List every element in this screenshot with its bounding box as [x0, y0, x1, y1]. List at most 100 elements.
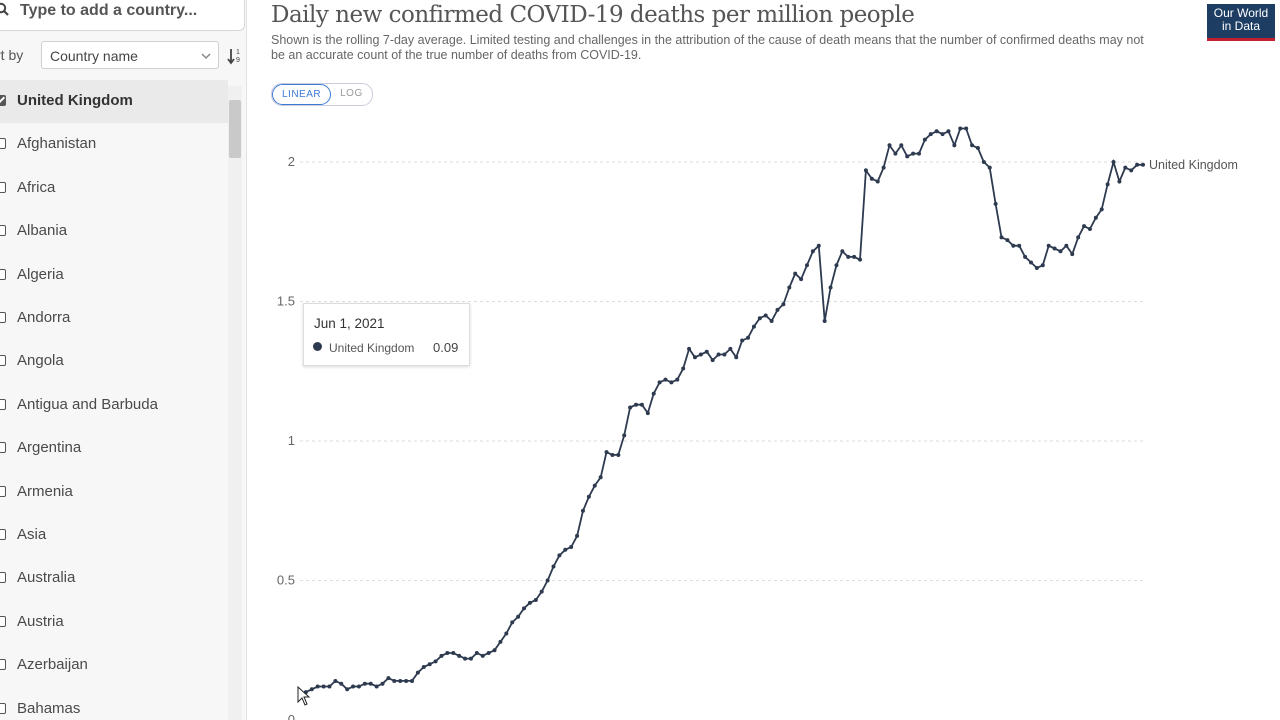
- data-point[interactable]: [1111, 160, 1116, 164]
- data-point[interactable]: [610, 452, 615, 457]
- data-point[interactable]: [710, 358, 715, 363]
- data-point[interactable]: [592, 483, 597, 488]
- data-point[interactable]: [728, 346, 733, 351]
- data-point[interactable]: [757, 316, 762, 321]
- data-point[interactable]: [345, 687, 350, 692]
- data-point[interactable]: [934, 129, 939, 134]
- data-point[interactable]: [751, 324, 756, 329]
- data-point[interactable]: [451, 651, 456, 656]
- data-point[interactable]: [675, 377, 680, 382]
- country-item[interactable]: Asia: [0, 514, 228, 557]
- data-point[interactable]: [645, 411, 650, 416]
- data-point[interactable]: [681, 366, 686, 371]
- data-point[interactable]: [799, 277, 804, 282]
- scrollbar-track[interactable]: [228, 86, 242, 720]
- data-point[interactable]: [1129, 168, 1134, 173]
- country-checkbox[interactable]: [0, 312, 6, 323]
- data-point[interactable]: [940, 132, 945, 137]
- data-point[interactable]: [981, 160, 986, 164]
- country-item[interactable]: Andorra: [0, 297, 228, 340]
- data-point[interactable]: [1064, 243, 1069, 248]
- data-point[interactable]: [846, 254, 851, 259]
- data-point[interactable]: [1141, 162, 1145, 167]
- data-point[interactable]: [964, 126, 969, 131]
- country-checkbox[interactable]: [0, 95, 6, 106]
- data-point[interactable]: [445, 651, 450, 656]
- data-point[interactable]: [1052, 246, 1057, 251]
- data-point[interactable]: [905, 154, 910, 159]
- country-item[interactable]: Bahamas: [0, 688, 228, 720]
- data-point[interactable]: [486, 651, 491, 656]
- data-point[interactable]: [468, 656, 473, 661]
- data-point[interactable]: [392, 678, 397, 683]
- country-checkbox[interactable]: [0, 181, 6, 193]
- data-point[interactable]: [804, 263, 809, 268]
- data-point[interactable]: [657, 380, 662, 385]
- country-checkbox[interactable]: [0, 659, 6, 671]
- data-point[interactable]: [504, 631, 509, 636]
- linear-scale-button[interactable]: LINEAR: [272, 84, 332, 105]
- data-point[interactable]: [834, 263, 839, 268]
- data-point[interactable]: [327, 684, 332, 689]
- country-item[interactable]: Australia: [0, 557, 228, 600]
- country-item[interactable]: Afghanistan: [0, 123, 228, 166]
- country-checkbox[interactable]: [0, 355, 6, 367]
- data-point[interactable]: [457, 653, 462, 658]
- data-point[interactable]: [946, 129, 951, 134]
- data-point[interactable]: [622, 433, 627, 438]
- data-point[interactable]: [769, 319, 774, 324]
- data-point[interactable]: [1017, 243, 1022, 248]
- data-point[interactable]: [604, 450, 609, 455]
- data-point[interactable]: [922, 137, 927, 142]
- data-point[interactable]: [1058, 249, 1063, 254]
- data-point[interactable]: [321, 684, 326, 689]
- country-checkbox[interactable]: [0, 268, 6, 280]
- data-point[interactable]: [1082, 224, 1087, 229]
- data-point[interactable]: [404, 678, 409, 683]
- data-point[interactable]: [869, 176, 874, 181]
- data-point[interactable]: [810, 249, 815, 254]
- data-point[interactable]: [722, 352, 727, 357]
- country-item[interactable]: Azerbaijan: [0, 644, 228, 687]
- data-point[interactable]: [716, 352, 721, 357]
- data-point[interactable]: [863, 168, 868, 173]
- country-checkbox[interactable]: [0, 615, 6, 627]
- data-point[interactable]: [539, 589, 544, 594]
- country-item[interactable]: Angola: [0, 340, 228, 383]
- country-item[interactable]: Antigua and Barbuda: [0, 384, 228, 427]
- data-point[interactable]: [1070, 252, 1075, 257]
- data-point[interactable]: [1023, 254, 1028, 259]
- data-point[interactable]: [492, 648, 497, 653]
- data-point[interactable]: [545, 578, 550, 583]
- data-point[interactable]: [816, 243, 821, 248]
- data-point[interactable]: [746, 335, 751, 340]
- data-point[interactable]: [822, 319, 827, 324]
- data-point[interactable]: [380, 681, 385, 686]
- data-point[interactable]: [1105, 182, 1110, 187]
- data-point[interactable]: [852, 254, 857, 259]
- scrollbar-thumb[interactable]: [229, 100, 241, 158]
- data-point[interactable]: [793, 271, 798, 276]
- data-point[interactable]: [351, 684, 356, 689]
- data-point[interactable]: [516, 614, 521, 619]
- country-checkbox[interactable]: [0, 225, 6, 237]
- country-checkbox[interactable]: [0, 138, 6, 150]
- country-item[interactable]: Algeria: [0, 254, 228, 297]
- data-point[interactable]: [781, 302, 786, 307]
- data-point[interactable]: [698, 352, 703, 357]
- data-point[interactable]: [958, 126, 963, 131]
- owid-logo[interactable]: Our World in Data: [1207, 4, 1275, 41]
- data-point[interactable]: [887, 143, 892, 148]
- data-point[interactable]: [993, 201, 998, 206]
- sort-dropdown[interactable]: Country name: [41, 41, 219, 69]
- data-point[interactable]: [628, 405, 633, 410]
- data-point[interactable]: [704, 349, 709, 354]
- country-checkbox[interactable]: [0, 702, 6, 714]
- country-checkbox[interactable]: [0, 572, 6, 584]
- data-point[interactable]: [1005, 238, 1010, 243]
- data-point[interactable]: [639, 402, 644, 407]
- data-point[interactable]: [651, 391, 656, 396]
- country-item[interactable]: Argentina: [0, 427, 228, 470]
- data-point[interactable]: [1117, 179, 1122, 184]
- data-point[interactable]: [1028, 260, 1033, 265]
